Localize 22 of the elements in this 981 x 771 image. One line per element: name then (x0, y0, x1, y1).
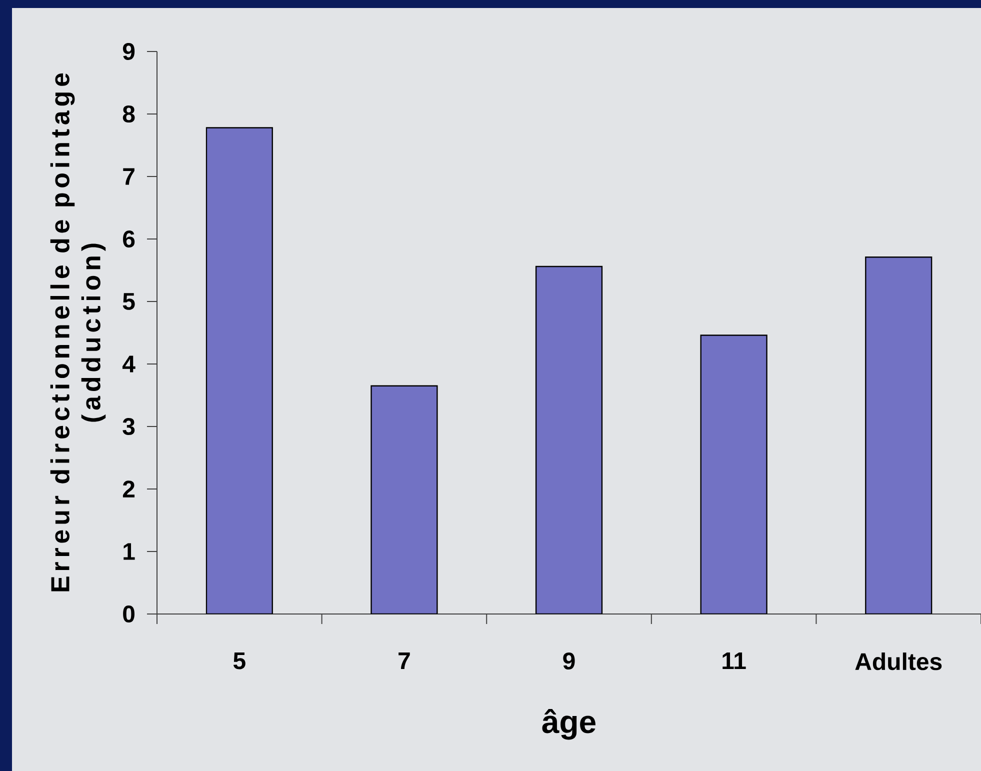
x-tick-label: 9 (563, 652, 575, 670)
y-tick-label: 1 (124, 543, 135, 560)
y-axis-title: Erreur directionnelle de pointage (adduction) (50, 73, 106, 592)
y-tick-label: 7 (123, 168, 134, 185)
y-tick-label: 8 (122, 106, 135, 122)
x-tick-label: 11 (722, 652, 746, 670)
y-tick-label: 0 (123, 606, 134, 622)
y-tick-label: 6 (123, 230, 135, 248)
bar (206, 127, 273, 614)
bar (370, 385, 438, 614)
y-tick-label: 4 (122, 356, 136, 372)
x-axis-title: âge (542, 709, 596, 740)
y-tick-label: 2 (122, 480, 135, 498)
x-tick-label: 7 (398, 652, 410, 670)
x-tick-label: 5 (233, 652, 246, 670)
bar (535, 266, 603, 614)
y-tick-label: 3 (122, 418, 135, 436)
y-tick-label: 5 (122, 293, 135, 310)
bar (700, 334, 768, 614)
x-tick-label: Adultes (855, 652, 942, 670)
bar (865, 256, 932, 614)
y-tick-label: 9 (122, 43, 135, 60)
